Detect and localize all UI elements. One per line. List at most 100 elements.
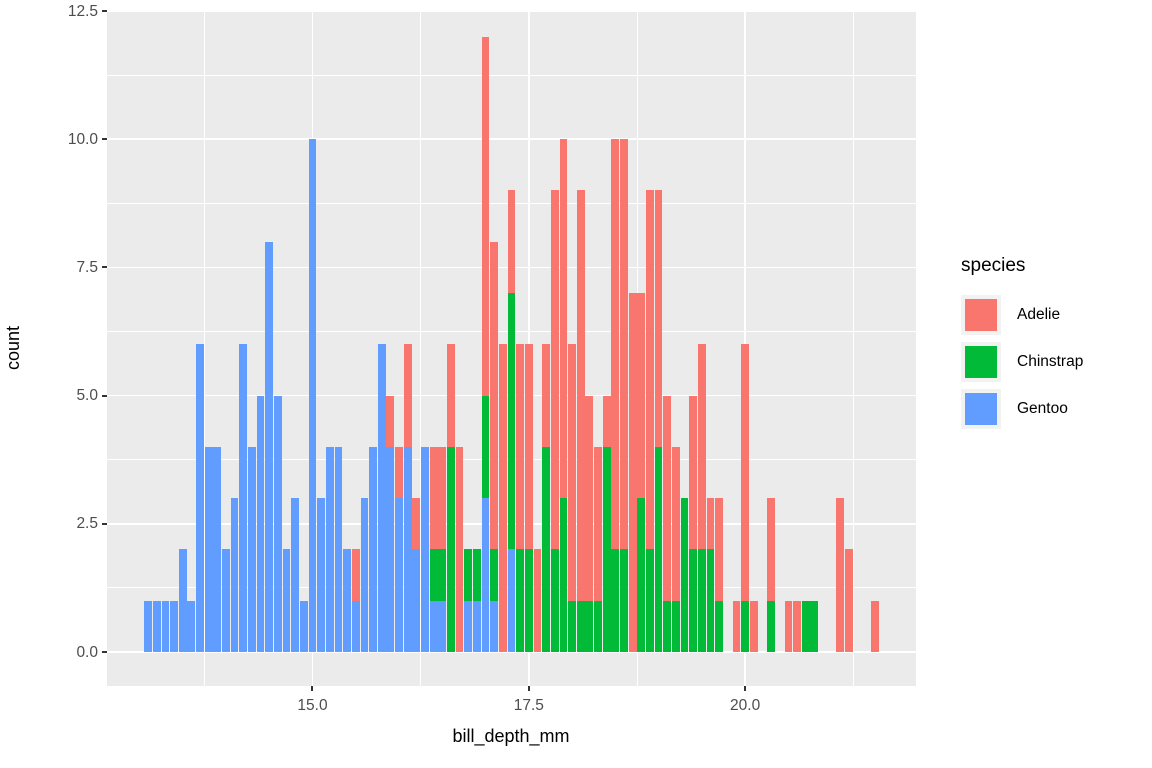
bar-segment-gentoo	[481, 498, 490, 652]
bar-segment-chinstrap	[516, 549, 525, 652]
gridline	[636, 11, 638, 686]
bar-segment-adelie	[767, 498, 775, 601]
bar-segment-chinstrap	[646, 549, 654, 652]
bar-segment-chinstrap	[602, 446, 611, 652]
bar-segment-adelie	[706, 498, 715, 550]
y-tick-mark	[102, 138, 107, 141]
y-axis-title: count	[3, 325, 23, 371]
bar-segment-gentoo	[222, 549, 230, 652]
plot-panel	[107, 11, 916, 686]
bar-segment-chinstrap	[680, 498, 689, 652]
bar-segment-adelie	[524, 344, 533, 550]
bar-segment-adelie	[749, 600, 758, 652]
x-axis-title: bill_depth_mm	[452, 726, 570, 746]
bar-segment-chinstrap	[810, 600, 819, 652]
bar-segment-chinstrap	[741, 600, 749, 652]
bar-segment-adelie	[395, 446, 403, 499]
legend-label: Chinstrap	[1017, 353, 1084, 370]
bar-segment-adelie	[637, 293, 646, 499]
bar-segment-adelie	[386, 395, 395, 447]
bar-segment-chinstrap	[611, 549, 620, 652]
chinstrap-swatch-icon	[965, 346, 997, 378]
y-tick-mark	[102, 651, 107, 653]
y-tick-label: 2.5	[76, 515, 98, 533]
legend-label: Gentoo	[1017, 400, 1068, 417]
gridline	[107, 11, 916, 12]
bar-segment-chinstrap	[568, 600, 576, 652]
bar-segment-gentoo	[317, 498, 326, 652]
y-tick-label: 7.5	[76, 258, 98, 276]
bar-segment-gentoo	[265, 241, 274, 652]
bar-segment-gentoo	[395, 498, 403, 652]
bar-segment-gentoo	[161, 600, 170, 652]
bar-segment-chinstrap	[447, 446, 455, 652]
bar-segment-adelie	[438, 446, 447, 550]
bar-segment-chinstrap	[594, 600, 602, 652]
bar-segment-adelie	[498, 344, 507, 652]
bar-segment-chinstrap	[576, 600, 585, 652]
bar-segment-chinstrap	[654, 446, 663, 652]
bar-segment-gentoo	[429, 600, 438, 652]
gridline	[107, 138, 916, 141]
bar-segment-adelie	[672, 446, 680, 601]
bar-segment-gentoo	[256, 395, 265, 652]
bar-segment-gentoo	[421, 446, 429, 652]
x-tick-mark	[311, 686, 314, 691]
x-tick-label: 17.5	[513, 697, 544, 714]
bar-segment-chinstrap	[542, 446, 550, 652]
bar-segment-adelie	[455, 446, 464, 652]
bar-segment-adelie	[585, 395, 594, 601]
bar-segment-adelie	[490, 241, 499, 550]
bar-segment-gentoo	[325, 446, 334, 652]
x-tick-label: 15.0	[297, 697, 328, 714]
bar-segment-adelie	[447, 344, 455, 447]
bar-segment-gentoo	[334, 446, 343, 652]
legend-entry-adelie: Adelie	[961, 295, 1151, 335]
legend-entry-gentoo: Gentoo	[961, 389, 1151, 429]
bar-segment-chinstrap	[585, 600, 594, 652]
y-tick-label: 0.0	[76, 643, 98, 661]
x-tick-mark	[527, 686, 530, 691]
bar-segment-gentoo	[204, 446, 213, 652]
bar-segment-chinstrap	[550, 549, 559, 652]
bar-segment-gentoo	[230, 498, 239, 652]
bar-segment-gentoo	[274, 395, 282, 652]
bar-segment-gentoo	[438, 600, 447, 652]
bar-segment-adelie	[559, 139, 568, 499]
bar-segment-gentoo	[403, 446, 412, 652]
bar-segment-chinstrap	[524, 549, 533, 652]
legend: species Adelie Chinstrap Gentoo	[961, 255, 1151, 436]
legend-entry-chinstrap: Chinstrap	[961, 342, 1151, 382]
bar-segment-gentoo	[239, 344, 248, 652]
bar-segment-adelie	[351, 549, 360, 601]
bar-segment-adelie	[516, 344, 525, 550]
bar-segment-adelie	[871, 600, 879, 652]
bar-segment-adelie	[697, 344, 706, 550]
bar-segment-chinstrap	[507, 293, 516, 550]
bar-segment-adelie	[741, 344, 749, 601]
bar-segment-adelie	[576, 190, 585, 601]
bar-segment-chinstrap	[706, 549, 715, 652]
bar-segment-adelie	[481, 36, 490, 396]
bar-segment-adelie	[602, 395, 611, 447]
adelie-swatch-icon	[965, 299, 997, 331]
bar-segment-gentoo	[170, 600, 178, 652]
bar-segment-gentoo	[507, 549, 516, 652]
y-tick-label: 5.0	[76, 387, 98, 405]
bar-segment-adelie	[507, 190, 516, 294]
bar-segment-chinstrap	[481, 395, 490, 499]
bar-segment-adelie	[620, 139, 628, 550]
bar-segment-chinstrap	[715, 600, 724, 652]
gridline	[107, 74, 916, 76]
bar-segment-gentoo	[369, 446, 377, 652]
gridline	[852, 11, 854, 686]
bar-segment-gentoo	[178, 549, 187, 652]
bar-segment-adelie	[689, 395, 698, 550]
y-tick-mark	[102, 10, 107, 12]
bar-segment-adelie	[654, 190, 663, 447]
bar-segment-chinstrap	[473, 549, 481, 601]
bar-segment-adelie	[663, 395, 672, 601]
bar-segment-chinstrap	[697, 549, 706, 652]
bar-segment-gentoo	[152, 600, 161, 652]
bar-segment-gentoo	[386, 446, 395, 652]
